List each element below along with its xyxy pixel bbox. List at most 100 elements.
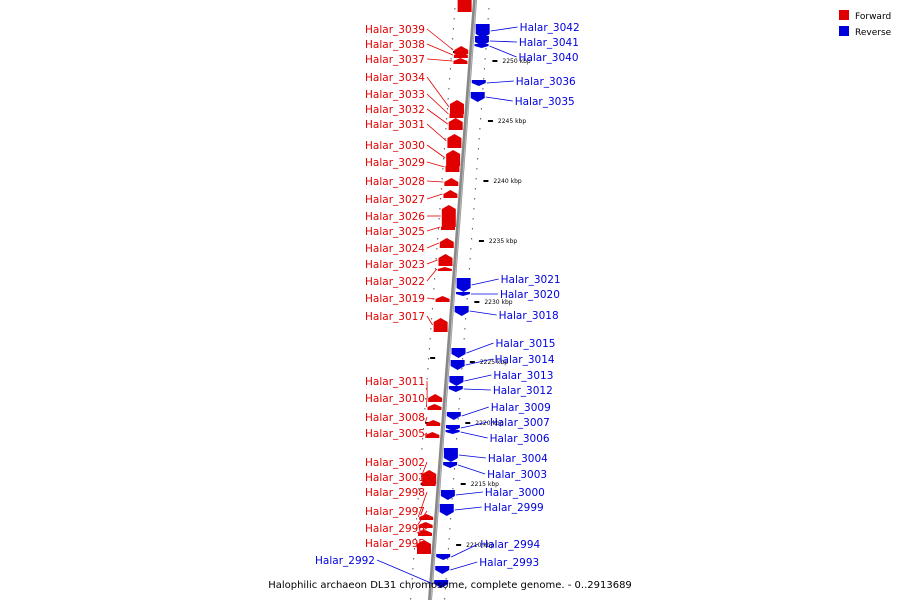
- gene-halar-3010[interactable]: [427, 404, 442, 410]
- gene-label[interactable]: Halar_2999: [484, 502, 544, 514]
- gene-label[interactable]: Halar_3018: [499, 310, 559, 322]
- gene-label[interactable]: Halar_3014: [495, 354, 555, 366]
- gene-halar-3042[interactable]: [475, 24, 490, 38]
- gene-halar-3037[interactable]: [453, 58, 468, 64]
- gene-label[interactable]: Halar_3001: [365, 472, 425, 484]
- gene-halar-3011[interactable]: [428, 394, 443, 402]
- gene-label[interactable]: Halar_3024: [365, 243, 425, 255]
- gene-label[interactable]: Halar_3036: [516, 76, 576, 88]
- gene-halar-3009[interactable]: [446, 412, 461, 420]
- gene-halar-3005[interactable]: [425, 432, 440, 438]
- gene-halar-3026[interactable]: [441, 205, 456, 227]
- gene-halar-3030[interactable]: [446, 150, 461, 166]
- gene-label[interactable]: Halar_2993: [479, 557, 539, 569]
- gene-halar-3003[interactable]: [443, 462, 458, 468]
- gene-halar-3008[interactable]: [426, 420, 441, 426]
- gene-halar-3021[interactable]: [456, 278, 471, 292]
- gene-halar-3039[interactable]: [454, 46, 469, 54]
- gene-label[interactable]: Halar_3019: [365, 293, 425, 305]
- gene-label[interactable]: Halar_3027: [365, 194, 425, 206]
- gene-halar-2992[interactable]: [434, 580, 449, 588]
- gene-halar-3013[interactable]: [449, 376, 464, 386]
- gene-halar-3032[interactable]: [448, 118, 463, 130]
- gene-label[interactable]: Halar_2995: [365, 538, 425, 550]
- gene-label[interactable]: Halar_3033: [365, 89, 425, 101]
- gene-label[interactable]: Halar_3025: [365, 226, 425, 238]
- gene-label[interactable]: Halar_2998: [365, 487, 425, 499]
- gene-halar-2997[interactable]: [418, 522, 433, 528]
- gene-halar-3007[interactable]: [445, 425, 460, 431]
- gene-halar-3001[interactable]: [421, 482, 436, 486]
- gene-label[interactable]: Halar_3012: [493, 385, 553, 397]
- gene-halar-2999[interactable]: [439, 504, 454, 516]
- gene-halar-3024[interactable]: [439, 238, 454, 248]
- gene-label[interactable]: Halar_3028: [365, 176, 425, 188]
- gene-label[interactable]: Halar_3005: [365, 428, 425, 440]
- gene-label[interactable]: Halar_3013: [493, 370, 553, 382]
- gene-label[interactable]: Halar_3011: [365, 376, 425, 388]
- gene-label[interactable]: Halar_2994: [480, 539, 540, 551]
- gene-label[interactable]: Halar_3032: [365, 104, 425, 116]
- gene-halar-3019[interactable]: [435, 296, 450, 302]
- gene-halar-3040[interactable]: [474, 44, 489, 48]
- gene-label[interactable]: Halar_3007: [490, 417, 550, 429]
- gene-label[interactable]: Halar_3026: [365, 211, 425, 223]
- gene-halar-3041[interactable]: [474, 36, 489, 46]
- gene-halar-3015[interactable]: [451, 348, 466, 358]
- gene-halar-3004[interactable]: [443, 448, 458, 462]
- gene-halar-3018[interactable]: [454, 306, 469, 316]
- gene-label[interactable]: Halar_3006: [490, 433, 550, 445]
- gene-halar-3038[interactable]: [453, 52, 468, 58]
- gene-halar-3027[interactable]: [443, 190, 458, 198]
- gene-label[interactable]: Halar_2996: [365, 523, 425, 535]
- gene-halar-2996[interactable]: [418, 530, 433, 536]
- gene-halar-3000[interactable]: [440, 490, 455, 500]
- gene-halar-3029[interactable]: [445, 162, 460, 172]
- gene-label[interactable]: Halar_3023: [365, 259, 425, 271]
- gene-halar-2998[interactable]: [419, 514, 434, 520]
- gene-label[interactable]: Halar_3035: [515, 96, 575, 108]
- gene-label[interactable]: Halar_3015: [496, 338, 556, 350]
- gene-label[interactable]: Halar_3022: [365, 276, 425, 288]
- gene-label[interactable]: Halar_3020: [500, 289, 560, 301]
- gene-halar-3002[interactable]: [422, 470, 437, 484]
- gene-label[interactable]: Halar_3000: [485, 487, 545, 499]
- gene-label[interactable]: Halar_3031: [365, 119, 425, 131]
- gene-halar-3022[interactable]: [437, 267, 452, 271]
- gene-halar-3033[interactable]: [449, 110, 464, 118]
- gene-halar-3034[interactable]: [449, 100, 464, 114]
- gene-halar-3025[interactable]: [440, 224, 455, 230]
- gene-halar-3028[interactable]: [444, 178, 459, 186]
- gene-label[interactable]: Halar_3002: [365, 457, 425, 469]
- gene-label[interactable]: Halar_3041: [519, 37, 579, 49]
- gene-label[interactable]: Halar_3039: [365, 24, 425, 36]
- gene-halar-2994[interactable]: [436, 554, 451, 560]
- gene-label[interactable]: Halar_2997: [365, 506, 425, 518]
- gene-halar-3036[interactable]: [471, 80, 486, 86]
- gene-halar-3017[interactable]: [433, 318, 448, 332]
- gene-halar-3031[interactable]: [447, 134, 462, 148]
- gene-halar-3035[interactable]: [470, 92, 485, 102]
- gene-label[interactable]: Halar_3037: [365, 54, 425, 66]
- gene-halar-3006[interactable]: [445, 430, 460, 434]
- gene-halar-3020[interactable]: [455, 292, 470, 296]
- gene-halar-2993[interactable]: [435, 566, 450, 574]
- gene-label[interactable]: Halar_3004: [488, 453, 548, 465]
- gene-label[interactable]: Halar_3008: [365, 412, 425, 424]
- gene-label[interactable]: Halar_3021: [501, 274, 561, 286]
- gene-label[interactable]: Halar_3010: [365, 393, 425, 405]
- gene-halar-3014[interactable]: [450, 360, 465, 370]
- gene-label[interactable]: Halar_2992: [315, 555, 375, 567]
- gene-label[interactable]: Halar_3030: [365, 140, 425, 152]
- gene-halar-3012[interactable]: [448, 386, 463, 392]
- gene-label[interactable]: Halar_3040: [519, 52, 579, 64]
- gene-label[interactable]: Halar_3017: [365, 311, 425, 323]
- gene-label[interactable]: Halar_3009: [491, 402, 551, 414]
- gene-label[interactable]: Halar_3034: [365, 72, 425, 84]
- gene-label[interactable]: Halar_3003: [487, 469, 547, 481]
- gene-label[interactable]: Halar_3042: [520, 22, 580, 34]
- gene-label[interactable]: Halar_3038: [365, 39, 425, 51]
- gene-halar-2995[interactable]: [416, 540, 431, 554]
- gene-label[interactable]: Halar_3029: [365, 157, 425, 169]
- gene-halar-3023[interactable]: [438, 254, 453, 266]
